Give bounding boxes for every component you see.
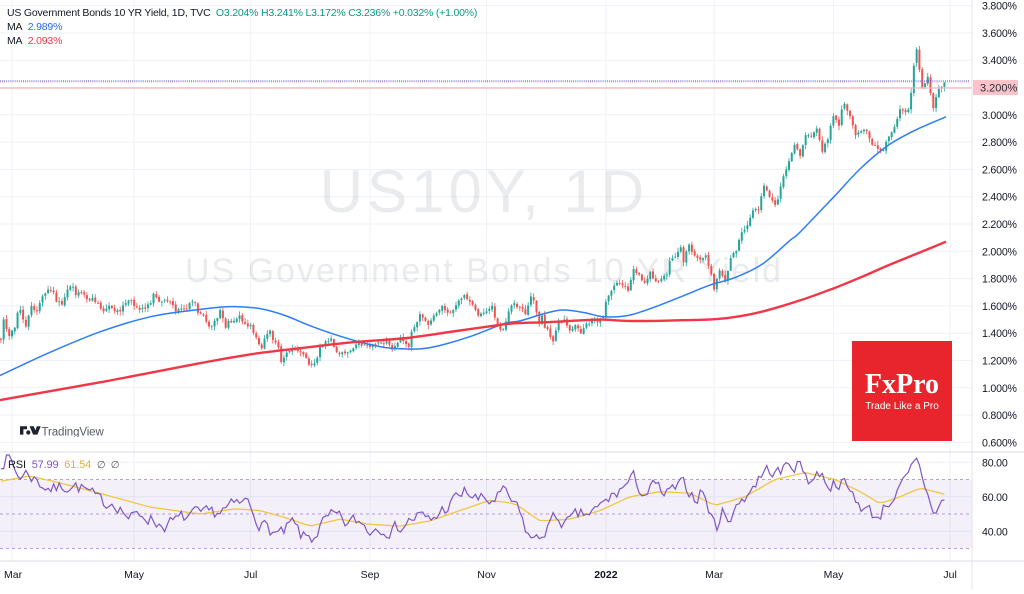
svg-text:US Government Bonds 10 YR Yiel: US Government Bonds 10 YR Yield: [185, 252, 783, 290]
svg-text:3.200%: 3.200%: [980, 83, 1018, 95]
svg-text:2.400%: 2.400%: [982, 192, 1018, 204]
svg-text:3.400%: 3.400%: [982, 55, 1018, 67]
svg-text:1.400%: 1.400%: [982, 328, 1018, 340]
svg-text:0.600%: 0.600%: [982, 437, 1018, 449]
svg-text:Nov: Nov: [477, 569, 496, 581]
svg-text:3.800%: 3.800%: [982, 1, 1018, 13]
svg-text:1.800%: 1.800%: [982, 274, 1018, 286]
svg-text:1.600%: 1.600%: [982, 301, 1018, 313]
svg-text:1.200%: 1.200%: [982, 356, 1018, 368]
svg-text:3.000%: 3.000%: [982, 110, 1018, 122]
svg-text:2.200%: 2.200%: [982, 219, 1018, 231]
svg-text:Mar: Mar: [4, 569, 23, 581]
svg-text:2022: 2022: [594, 569, 618, 581]
svg-text:2.600%: 2.600%: [982, 164, 1018, 176]
svg-text:May: May: [824, 569, 845, 581]
svg-text:Sep: Sep: [361, 569, 380, 581]
svg-text:May: May: [124, 569, 145, 581]
svg-text:80.00: 80.00: [982, 457, 1008, 469]
svg-text:1.000%: 1.000%: [982, 383, 1018, 395]
svg-text:TradingView: TradingView: [42, 426, 105, 437]
svg-text:Jul: Jul: [244, 569, 257, 581]
svg-text:3.600%: 3.600%: [982, 28, 1018, 40]
svg-text:2.800%: 2.800%: [982, 137, 1018, 149]
svg-text:Jul: Jul: [943, 569, 956, 581]
svg-text:2.000%: 2.000%: [982, 246, 1018, 258]
svg-text:US10Y, 1D: US10Y, 1D: [320, 158, 648, 225]
svg-text:Mar: Mar: [705, 569, 724, 581]
svg-text:0.800%: 0.800%: [982, 410, 1018, 422]
svg-text:40.00: 40.00: [982, 526, 1008, 538]
svg-text:60.00: 60.00: [982, 492, 1008, 504]
